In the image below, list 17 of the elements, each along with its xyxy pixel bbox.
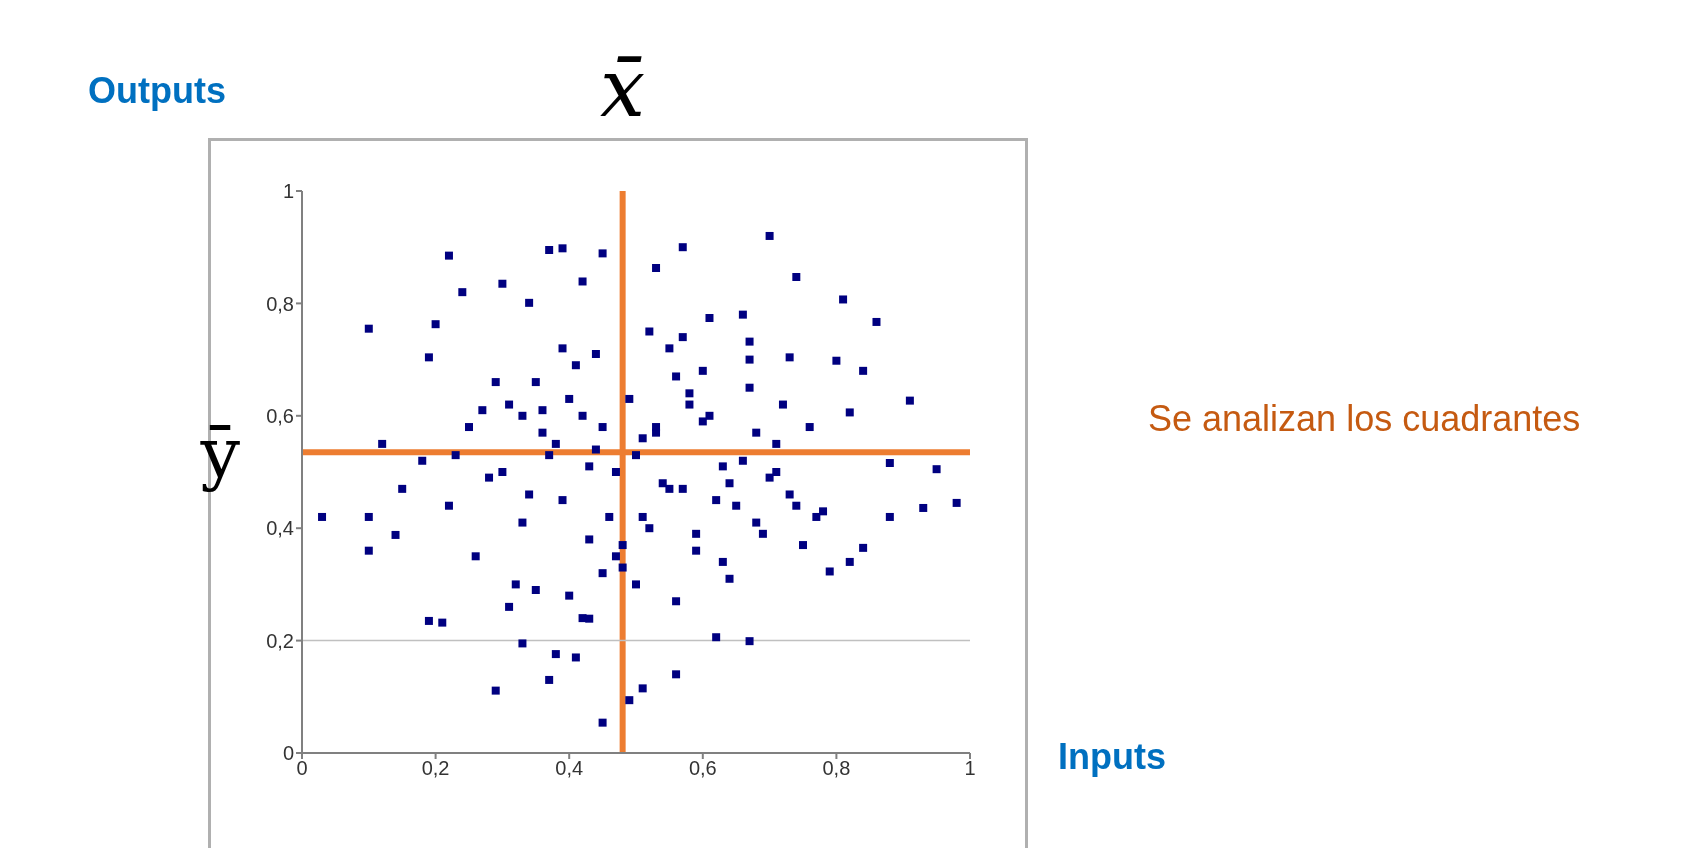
- x-tick-label: 0,4: [555, 757, 584, 780]
- ref-line-label: x̄: [600, 42, 646, 135]
- text: Se analizan los cuadrantes: [1148, 398, 1581, 440]
- x-tick-label: 0,6: [688, 757, 717, 780]
- y-tick-label: 1: [282, 180, 294, 203]
- x-tick-label: 0,8: [822, 757, 851, 780]
- x-axis-title: Inputs: [1058, 736, 1166, 778]
- y-axis-title: Outputs: [88, 70, 226, 112]
- x-tick-label: 1: [964, 757, 976, 780]
- y-tick-label: 0: [282, 742, 294, 765]
- y-tick-label: 0,2: [266, 629, 294, 652]
- y-tick-label: 0,8: [266, 292, 294, 315]
- y-tick-label: 0,4: [266, 517, 294, 540]
- ref-line-label: ȳ: [199, 412, 241, 495]
- x-tick-label: 0,2: [421, 757, 450, 780]
- y-tick-label: 0,6: [266, 404, 294, 427]
- x-tick-label: 0: [296, 757, 308, 780]
